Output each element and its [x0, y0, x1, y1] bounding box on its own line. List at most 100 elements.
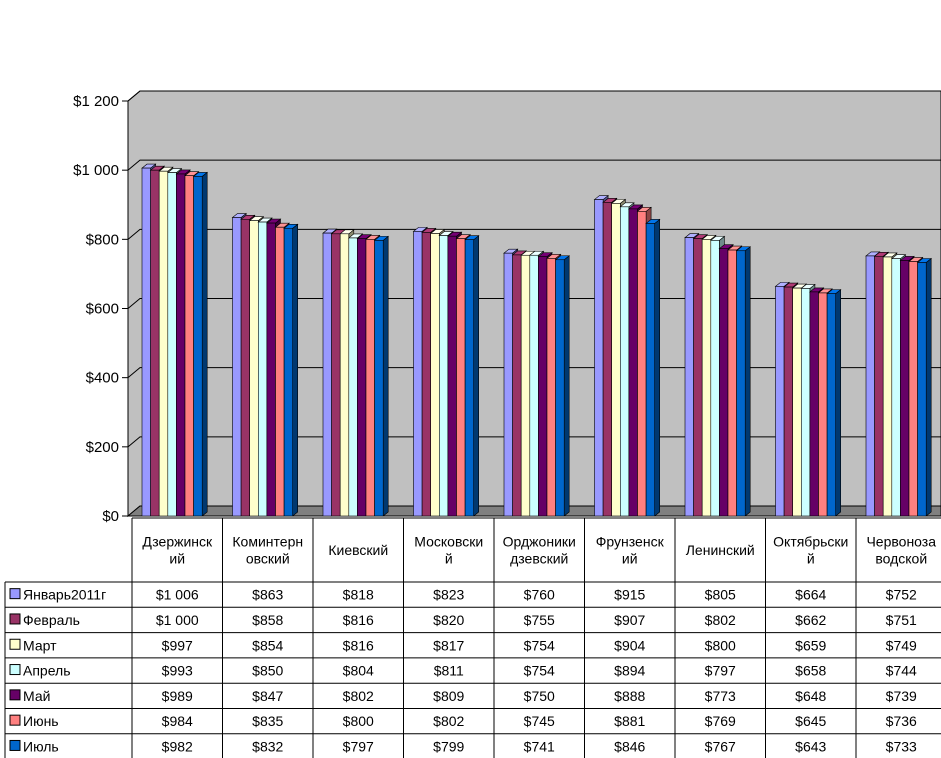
data-label: $820 [433, 612, 464, 628]
bar [554, 255, 571, 517]
legend-key [9, 689, 21, 701]
data-label: $769 [705, 713, 736, 729]
data-label: $863 [252, 587, 283, 603]
legend-key [9, 739, 21, 751]
bar [645, 218, 661, 517]
data-label: $984 [162, 713, 193, 729]
data-label: $662 [795, 612, 826, 628]
bar [373, 235, 390, 517]
y-tick-label: $0 [102, 508, 119, 525]
data-label: $907 [614, 612, 645, 628]
data-label: $904 [614, 637, 645, 653]
data-label: $648 [795, 688, 826, 704]
legend-label: Май [23, 688, 50, 704]
data-label: $993 [162, 663, 193, 679]
data-label: $741 [524, 738, 555, 754]
y-tick-label: $1 200 [73, 93, 119, 110]
legend-label: Январь2011г [23, 587, 106, 603]
data-label: $736 [886, 713, 917, 729]
y-tick-label: $800 [86, 231, 119, 248]
bar [735, 246, 752, 517]
data-label: $823 [433, 587, 464, 603]
y-tick-label: $600 [86, 301, 119, 318]
data-label: $818 [343, 587, 374, 603]
legend-label: Июнь [23, 713, 59, 729]
legend-label: Июль [23, 738, 59, 754]
gridline [127, 228, 941, 240]
bar [283, 223, 299, 517]
data-label: $989 [162, 688, 193, 704]
data-label: $802 [705, 612, 736, 628]
data-label: $982 [162, 738, 193, 754]
data-label: $645 [795, 713, 826, 729]
data-label: $797 [705, 663, 736, 679]
data-label: $755 [524, 612, 555, 628]
category-label: Коминтерн овский [232, 534, 303, 567]
bars-layer [141, 163, 933, 517]
legend-label: Февраль [23, 612, 80, 628]
data-label: $811 [434, 663, 464, 679]
category-label: Червоноза водской [866, 534, 936, 567]
data-label: $749 [886, 637, 917, 653]
legend-label: Март [23, 637, 57, 653]
gridline [127, 367, 941, 379]
category-label: Московски й [414, 534, 483, 567]
data-label: $1 000 [156, 612, 199, 628]
data-label: $881 [614, 713, 645, 729]
category-label: Ленинский [686, 542, 755, 558]
gridline [127, 436, 941, 448]
data-label: $888 [614, 688, 645, 704]
data-label: $760 [524, 587, 555, 603]
data-label: $850 [252, 663, 283, 679]
y-axis: $0 $200 $400 $600 $800 $1 000 $1 200 [73, 93, 129, 525]
data-label: $799 [433, 738, 464, 754]
bar [464, 235, 480, 517]
data-label: $658 [795, 663, 826, 679]
data-label: $733 [886, 738, 917, 754]
bar [192, 171, 209, 517]
data-label: $816 [343, 637, 374, 653]
data-label: $1 006 [156, 587, 199, 603]
data-label: $800 [705, 637, 736, 653]
gridline [127, 90, 941, 102]
category-label: Киевский [328, 542, 388, 558]
data-label: $804 [343, 663, 374, 679]
legend-key [9, 714, 21, 726]
data-label: $846 [614, 738, 645, 754]
data-label: $754 [524, 637, 555, 653]
bar [826, 289, 842, 517]
category-label: Дзержинск ий [142, 534, 213, 567]
data-label: $800 [343, 713, 374, 729]
data-label: $752 [886, 587, 917, 603]
legend-label: Апрель [23, 663, 71, 679]
data-label: $854 [252, 637, 283, 653]
category-label: Орджоники дзевский [503, 534, 576, 567]
data-label: $750 [524, 688, 555, 704]
y-tick-label: $1 000 [73, 162, 119, 179]
data-label: $997 [162, 637, 193, 653]
data-label: $809 [433, 688, 464, 704]
data-label: $767 [705, 738, 736, 754]
data-label: $659 [795, 637, 826, 653]
bar [916, 257, 933, 517]
y-tick-label: $400 [86, 370, 119, 387]
data-label: $744 [886, 663, 917, 679]
data-label: $739 [886, 688, 917, 704]
data-label: $754 [524, 663, 555, 679]
data-label: $773 [705, 688, 736, 704]
data-label: $643 [795, 738, 826, 754]
legend-key [9, 664, 21, 676]
gridline [127, 159, 941, 171]
data-label: $664 [795, 587, 826, 603]
data-label: $835 [252, 713, 283, 729]
category-label: Октябрьски й [773, 534, 848, 567]
data-label: $858 [252, 612, 283, 628]
data-label: $751 [886, 612, 917, 628]
legend-key [9, 613, 21, 625]
legend-key [9, 638, 21, 650]
data-label: $816 [343, 612, 374, 628]
data-label: $802 [343, 688, 374, 704]
data-label: $797 [343, 738, 374, 754]
data-label: $805 [705, 587, 736, 603]
